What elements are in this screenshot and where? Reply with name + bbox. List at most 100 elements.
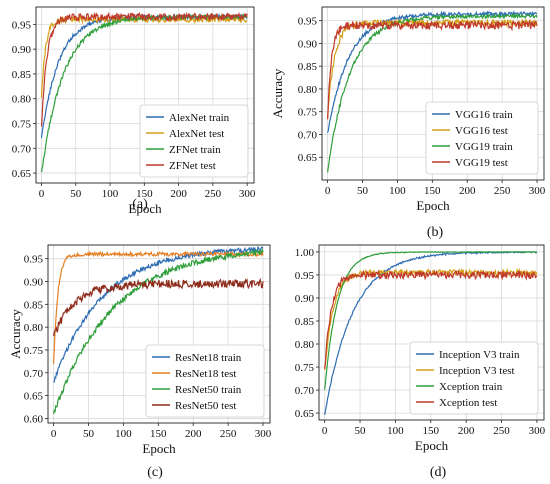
y-tick-label: 0.85 bbox=[298, 61, 318, 73]
y-tick-label: 0.75 bbox=[12, 119, 32, 131]
x-tick-label: 50 bbox=[355, 425, 367, 437]
legend-label: ResNet18 train bbox=[175, 352, 242, 364]
series-line-vgg19-train bbox=[327, 12, 538, 173]
panel-label: (b) bbox=[427, 225, 444, 240]
legend-label: ZFNet train bbox=[169, 144, 221, 156]
x-tick-label: 150 bbox=[423, 425, 440, 437]
legend-label: Xception test bbox=[439, 397, 497, 409]
y-axis-label: Accuracy bbox=[270, 68, 285, 118]
legend: VGG16 train VGG16 test VGG19 train VGG19 te… bbox=[425, 101, 539, 175]
axes-frame bbox=[318, 244, 545, 421]
y-tick-label: 0.75 bbox=[298, 107, 318, 119]
legend: ResNet18 train ResNet18 test ResNet50 trai… bbox=[145, 344, 265, 418]
x-tick-label: 150 bbox=[424, 185, 441, 197]
x-tick-label: 300 bbox=[239, 188, 256, 200]
y-tick-label: 0.95 bbox=[12, 19, 32, 31]
legend-label: Inception V3 test bbox=[439, 365, 515, 377]
panel-label: (a) bbox=[132, 197, 148, 212]
x-tick-label: 0 bbox=[322, 425, 328, 437]
x-tick-label: 50 bbox=[70, 188, 82, 200]
legend-label: ResNet50 train bbox=[175, 384, 242, 396]
y-tick-label: 0.75 bbox=[295, 362, 315, 374]
series-line-resnet50-train bbox=[53, 247, 264, 415]
x-tick-label: 200 bbox=[185, 428, 202, 440]
legend-box bbox=[139, 104, 249, 178]
x-tick-label: 50 bbox=[357, 185, 369, 197]
y-tick-label: 0.60 bbox=[24, 413, 44, 425]
series-line-zfnet-test bbox=[40, 11, 248, 127]
y-tick-label: 1.00 bbox=[295, 247, 315, 259]
legend-label: AlexNet train bbox=[169, 112, 230, 124]
chart-panel-2: 0 50 100 150 200 250 300 0.65 0.70 0.75 0.80 0.85 0.… bbox=[270, 6, 546, 240]
legend-label: AlexNet test bbox=[169, 128, 224, 140]
legend-label: VGG19 train bbox=[455, 141, 513, 153]
y-tick-label: 0.80 bbox=[12, 94, 32, 106]
axes-frame bbox=[35, 6, 255, 184]
x-tick-label: 200 bbox=[170, 188, 187, 200]
chart-panel-1: 0 50 100 150 200 250 300 0.65 0.70 0.75 0.80 0.85 0.… bbox=[12, 6, 256, 216]
y-tick-label: 0.65 bbox=[295, 408, 315, 420]
x-tick-label: 100 bbox=[387, 425, 404, 437]
y-tick-label: 0.85 bbox=[12, 69, 32, 81]
x-tick-label: 150 bbox=[150, 428, 167, 440]
x-tick-label: 300 bbox=[529, 185, 546, 197]
y-tick-label: 0.90 bbox=[12, 44, 32, 56]
y-tick-label: 0.65 bbox=[24, 391, 44, 403]
x-tick-label: 200 bbox=[459, 185, 476, 197]
x-tick-label: 0 bbox=[39, 188, 45, 200]
y-tick-label: 0.70 bbox=[295, 385, 315, 397]
legend-box bbox=[409, 341, 539, 415]
legend-label: VGG16 train bbox=[455, 109, 513, 121]
series-line-vgg16-train bbox=[327, 10, 538, 133]
legend-label: Xception train bbox=[439, 381, 503, 393]
x-axis-label: Epoch bbox=[142, 441, 176, 456]
y-tick-label: 0.80 bbox=[295, 339, 315, 351]
series-line-inception-v3-train bbox=[324, 250, 538, 416]
y-tick-label: 0.80 bbox=[24, 322, 44, 334]
series-line-vgg19-test bbox=[327, 19, 538, 120]
series-line-resnet18-train bbox=[53, 245, 264, 383]
chart-panel-4: 0 50 100 150 200 250 300 0.65 0.70 0.75 0.80 0.85 0.… bbox=[295, 244, 546, 480]
x-tick-label: 50 bbox=[83, 428, 95, 440]
y-tick-label: 0.95 bbox=[295, 270, 315, 282]
x-tick-label: 150 bbox=[136, 188, 153, 200]
series-line-xception-test bbox=[324, 269, 538, 369]
y-tick-label: 0.95 bbox=[24, 254, 44, 266]
axes-frame bbox=[321, 6, 545, 181]
legend: AlexNet train AlexNet test ZFNet train ZFNe… bbox=[139, 104, 249, 178]
panel-label: (d) bbox=[430, 465, 447, 480]
x-axis-label: Epoch bbox=[416, 198, 450, 213]
axes-frame bbox=[47, 244, 271, 424]
legend-label: ZFNet test bbox=[169, 160, 216, 172]
x-tick-label: 250 bbox=[493, 425, 510, 437]
series-line-alexnet-test bbox=[40, 14, 248, 98]
x-tick-label: 100 bbox=[389, 185, 406, 197]
y-tick-label: 0.90 bbox=[295, 293, 315, 305]
y-tick-label: 0.80 bbox=[298, 84, 318, 96]
legend-label: VGG16 test bbox=[455, 125, 508, 137]
legend-label: ResNet50 test bbox=[175, 400, 236, 412]
y-tick-label: 0.65 bbox=[12, 168, 32, 180]
x-tick-label: 200 bbox=[458, 425, 475, 437]
x-tick-label: 100 bbox=[102, 188, 119, 200]
legend-label: ResNet18 test bbox=[175, 368, 236, 380]
y-tick-label: 0.75 bbox=[24, 345, 44, 357]
x-tick-label: 250 bbox=[205, 188, 222, 200]
x-axis-label: Epoch bbox=[415, 438, 449, 453]
y-tick-label: 0.95 bbox=[298, 16, 318, 28]
series-line-resnet18-test bbox=[53, 250, 264, 364]
y-tick-label: 0.85 bbox=[295, 316, 315, 328]
y-tick-label: 0.85 bbox=[24, 299, 44, 311]
legend-label: Inception V3 train bbox=[439, 349, 520, 361]
y-tick-label: 0.70 bbox=[24, 368, 44, 380]
x-tick-label: 250 bbox=[494, 185, 511, 197]
series-line-resnet50-test bbox=[53, 277, 264, 337]
series-line-xception-train bbox=[324, 251, 538, 390]
y-tick-label: 0.90 bbox=[298, 38, 318, 50]
y-tick-label: 0.70 bbox=[12, 143, 32, 155]
y-tick-label: 0.70 bbox=[298, 129, 318, 141]
legend-box bbox=[425, 101, 539, 175]
legend-box bbox=[145, 344, 265, 418]
x-tick-label: 250 bbox=[220, 428, 237, 440]
